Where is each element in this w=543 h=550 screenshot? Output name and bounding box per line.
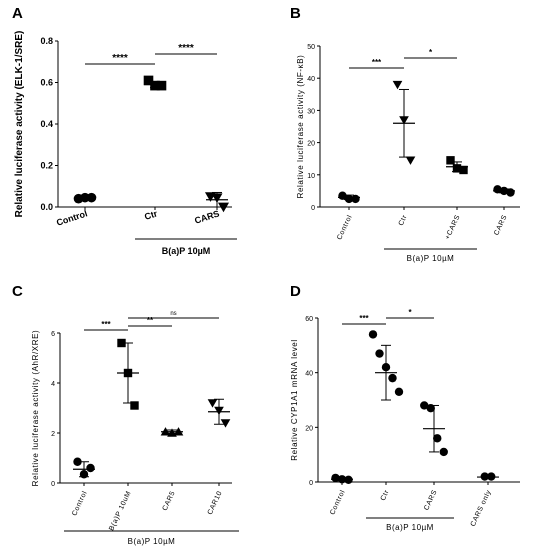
panel-a-y-tick-label: 0.8	[40, 36, 53, 46]
panel-b-data-point	[459, 165, 468, 175]
panel-a-significance-label: ****	[112, 53, 128, 64]
panel-c-significance-label: ***	[101, 320, 111, 329]
panel-c-category-label: Control	[71, 490, 89, 517]
panel-d-significance-label: ***	[359, 314, 369, 323]
panel-b-data-point	[392, 80, 403, 90]
panel-a-data-point	[156, 80, 167, 91]
panel-b-category-label: Control	[336, 214, 354, 241]
panel-c-significance-label: **	[147, 316, 154, 325]
panel-b-y-tick-label: 40	[307, 76, 315, 83]
panel-b-category-label: +CARS	[444, 214, 462, 241]
panel-b-category-label: Ctr	[398, 214, 409, 227]
panel-a-y-tick-label: 0.6	[40, 78, 53, 88]
panel-b-y-tick-label: 10	[307, 173, 315, 180]
panel-b-data-point	[351, 194, 360, 204]
panel-b-group-label: B(a)P 10µM	[407, 254, 455, 263]
panel-b-data-point	[446, 156, 455, 165]
panel-c-y-tick-label: 4	[51, 381, 55, 388]
panel-a-letter: A	[12, 5, 23, 22]
panel-d-data-point	[433, 434, 442, 443]
panel-a-category-label: Ctr	[143, 208, 159, 222]
panel-c-letter: C	[12, 283, 23, 300]
panel-d-y-tick-label: 40	[305, 371, 313, 378]
panel-c-data-point	[73, 457, 82, 466]
panel-a-y-tick-label: 0.0	[40, 202, 53, 212]
panel-c-category-label: CAR10	[207, 490, 224, 516]
panel-b-letter: B	[290, 5, 301, 22]
panel-c-y-tick-label: 0	[51, 481, 55, 488]
panel-d-letter: D	[290, 283, 301, 300]
panel-c-group-label: B(a)P 10µM	[128, 537, 176, 546]
panel-d-data-point	[420, 401, 429, 410]
panel-b-y-axis-label: Relative luciferase activity (NF-κB)	[296, 55, 305, 199]
panel-d-category-label: CARS	[423, 489, 439, 512]
panel-d-significance-label: *	[408, 308, 412, 317]
panel-b-y-tick-label: 30	[307, 108, 315, 115]
panel-d-category-label: Ctr	[380, 489, 391, 502]
panel-d-group-label: B(a)P 10µM	[386, 523, 434, 532]
panel-b-significance-label: *	[429, 48, 433, 57]
panel-d-y-axis-label: Relative CYP1A1 mRNA level	[290, 339, 299, 460]
panel-a-y-tick-label: 0.4	[40, 119, 53, 129]
panel-a-group-label: B(a)P 10µM	[162, 246, 211, 256]
panel-b-y-tick-label: 0	[311, 205, 315, 212]
panel-d-category-label: CARS only	[470, 489, 493, 528]
panel-d-data-point	[375, 349, 384, 358]
panel-c-y-axis-label: Relative luciferase activity (AhR/XRE)	[31, 330, 40, 487]
panel-c-data-point	[207, 399, 218, 408]
panel-c-y-tick-label: 6	[51, 331, 55, 338]
panel-c-significance-label: ns	[170, 311, 176, 317]
panel-b-data-point	[405, 156, 416, 165]
panel-a-y-axis-label: Relative luciferase activity (ELK-1/SRE)	[14, 31, 25, 218]
panel-c-data-point	[117, 338, 126, 348]
panel-b-category-label: CARS	[493, 214, 509, 237]
panel-c-category-label: CAR5	[162, 490, 177, 512]
panel-c-category-label: B(a)P 10uM	[108, 490, 133, 532]
panel-d-y-tick-label: 20	[305, 425, 313, 432]
panel-a-category-label: Control	[55, 208, 89, 227]
panel-d-data-point	[368, 330, 378, 339]
panel-a-data-point	[143, 75, 154, 86]
panel-a-significance-label: ****	[178, 43, 194, 54]
panel-a-data-point	[217, 202, 230, 213]
panel-d-data-point	[439, 447, 448, 457]
panel-c-data-point	[130, 401, 139, 410]
panel-d-data-point	[426, 404, 435, 413]
panel-b-y-tick-label: 50	[307, 44, 315, 51]
panel-d-category-label: Control	[329, 489, 347, 516]
panel-c-data-point	[220, 419, 231, 428]
panel-c-y-tick-label: 2	[51, 431, 55, 438]
panel-d-data-point	[388, 373, 397, 383]
panel-d-y-tick-label: 0	[309, 480, 313, 487]
panel-a-category-label: CARS	[193, 208, 220, 225]
panel-d-y-tick-label: 60	[305, 316, 313, 323]
panel-a-y-tick-label: 0.2	[40, 161, 53, 171]
panel-c-data-point	[86, 463, 95, 473]
panel-d-data-point	[394, 387, 404, 396]
panel-b-y-tick-label: 20	[307, 141, 315, 148]
panel-b-significance-label: ***	[372, 58, 382, 67]
